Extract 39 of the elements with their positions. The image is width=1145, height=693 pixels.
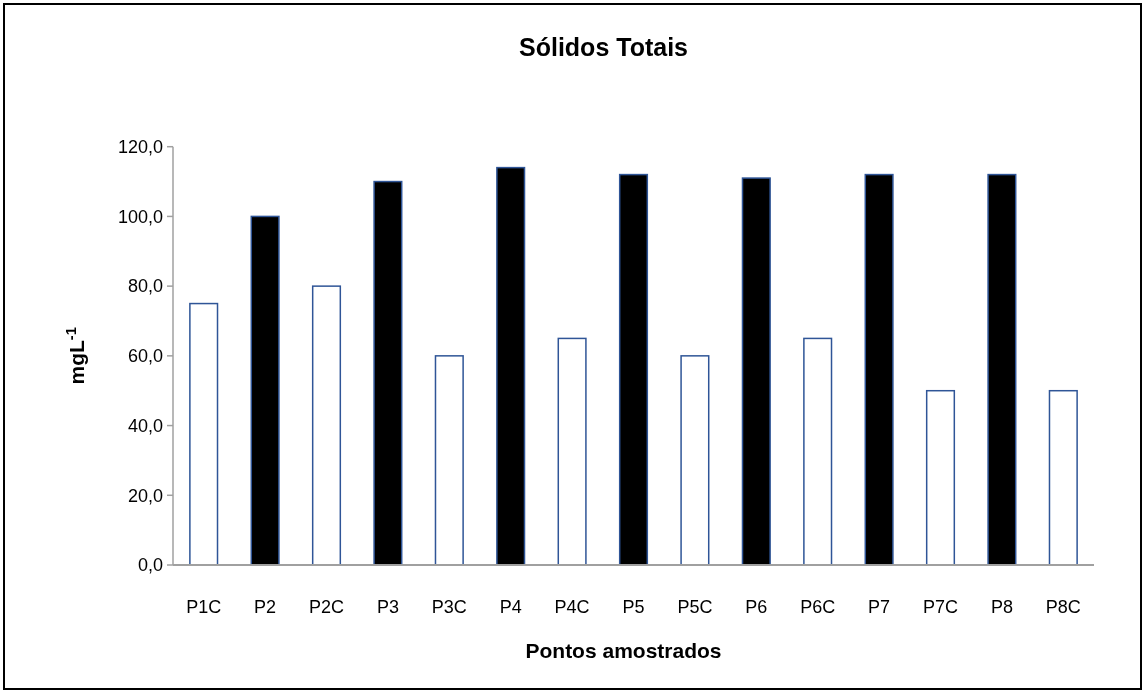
bar [618,173,649,566]
bar [250,215,280,566]
y-tick-label: 0,0 [137,555,163,576]
x-tick-label: P6C [800,597,836,617]
bar [311,285,342,566]
bar [1048,389,1078,566]
x-tick-label: P2 [254,597,277,617]
y-tick-label: 80,0 [127,276,163,297]
bar [189,302,219,566]
bar [987,173,1017,566]
bar [741,177,771,566]
y-tick-label: 40,0 [127,415,163,436]
x-tick-label: P1C [186,597,222,617]
x-tick-label: P5C [677,597,713,617]
x-tick-label: P3 [376,597,399,617]
x-tick-label: P6 [745,597,768,617]
x-tick-label: P3C [431,597,467,617]
chart-title: Sólidos Totais [519,33,688,61]
x-tick-label: P2C [308,597,345,617]
y-tick-label: 60,0 [127,346,163,367]
bar [557,337,587,566]
y-tick-label: 120,0 [117,137,163,157]
bar [496,166,526,566]
x-tick-label: P4C [554,597,590,617]
x-axis-title: Pontos amostrados [525,639,722,662]
x-tick-label: P4 [499,597,522,617]
y-tick-label: 100,0 [117,206,163,227]
bar [434,355,464,566]
x-tick-label: P8C [1045,597,1081,617]
x-tick-label: P7C [922,597,959,617]
bar [803,337,833,566]
y-tick-label: 20,0 [127,485,163,506]
bar [373,180,403,566]
bar [680,355,710,566]
bar [864,173,894,566]
x-tick-label: P5 [622,597,645,617]
x-tick-label: P8 [990,597,1013,617]
bar [925,389,956,566]
x-tick-label: P7 [868,597,891,617]
